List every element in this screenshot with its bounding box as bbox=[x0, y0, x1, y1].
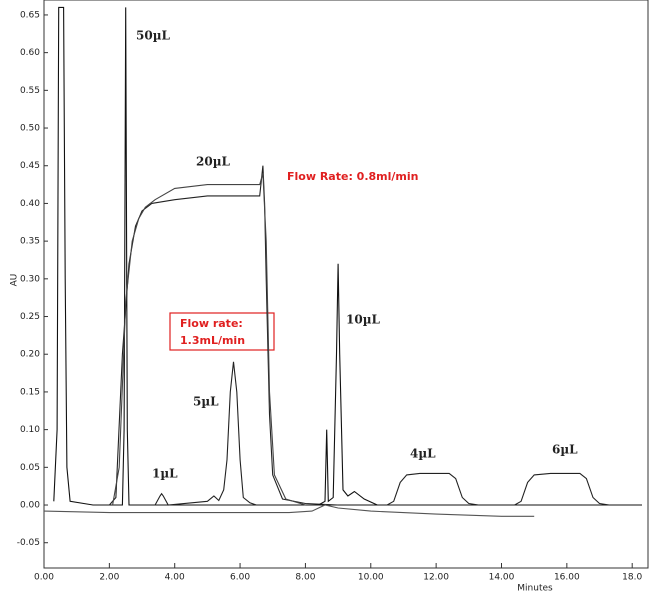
trace bbox=[43, 504, 535, 517]
annotation: 50µL bbox=[136, 29, 170, 43]
x-tick-label: 12.00 bbox=[423, 573, 449, 583]
trace bbox=[514, 472, 610, 506]
y-tick-label: 0.50 bbox=[20, 124, 40, 134]
y-tick-label: 0.40 bbox=[20, 199, 40, 209]
y-axis-label: AU bbox=[10, 274, 20, 287]
y-tick-label: 0.45 bbox=[20, 161, 40, 171]
trace bbox=[318, 263, 378, 506]
trace bbox=[112, 173, 306, 506]
annotation: 10µL bbox=[346, 313, 380, 327]
y-tick-label: 0.60 bbox=[20, 48, 40, 58]
annotation: 1µL bbox=[152, 467, 178, 481]
annotation-box bbox=[169, 312, 275, 351]
x-tick-label: 8.00 bbox=[295, 573, 315, 583]
trace bbox=[386, 472, 479, 506]
x-axis-label: Minutes bbox=[517, 584, 553, 594]
y-tick-label: 0.10 bbox=[20, 425, 40, 435]
x-tick-label: 16.00 bbox=[554, 573, 580, 583]
x-tick-label: 6.00 bbox=[230, 573, 250, 583]
x-tick-label: 14.00 bbox=[489, 573, 515, 583]
x-tick-label: 4.00 bbox=[165, 573, 185, 583]
y-tick-label: 0.20 bbox=[20, 350, 40, 360]
trace bbox=[53, 6, 642, 506]
y-tick-label: 0.25 bbox=[20, 312, 40, 322]
y-tick-label: -0.05 bbox=[17, 538, 40, 548]
plot-frame bbox=[43, 0, 649, 569]
annotation: 1.3mL/min bbox=[180, 334, 245, 347]
trace bbox=[108, 165, 339, 506]
annotation: 4µL bbox=[410, 447, 436, 461]
y-tick-label: 0.35 bbox=[20, 237, 40, 247]
y-tick-label: 0.30 bbox=[20, 274, 40, 284]
trace bbox=[154, 361, 257, 506]
x-tick-label: 10.00 bbox=[358, 573, 384, 583]
annotation: 5µL bbox=[193, 395, 219, 409]
y-tick-label: 0.00 bbox=[20, 501, 40, 511]
y-tick-label: 0.65 bbox=[20, 10, 40, 20]
annotation: 6µL bbox=[552, 443, 578, 457]
x-tick-label: 2.00 bbox=[99, 573, 119, 583]
y-tick-label: 0.05 bbox=[20, 463, 40, 473]
annotation: Flow Rate: 0.8ml/min bbox=[287, 170, 418, 183]
annotation: Flow rate: bbox=[180, 317, 243, 330]
y-tick-label: 0.15 bbox=[20, 387, 40, 397]
y-tick-label: 0.55 bbox=[20, 86, 40, 96]
x-tick-label: 18.0 bbox=[622, 573, 642, 583]
annotation: 20µL bbox=[196, 155, 230, 169]
x-tick-label: 0.00 bbox=[34, 573, 54, 583]
